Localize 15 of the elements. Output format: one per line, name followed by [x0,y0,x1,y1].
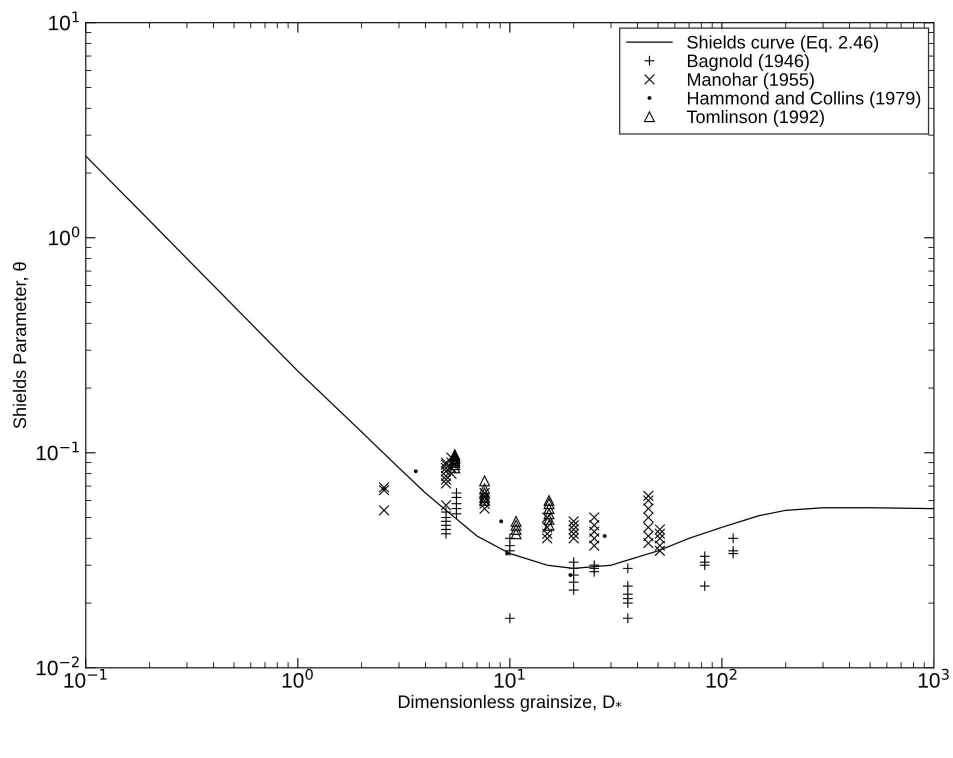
legend-label: Bagnold (1946) [688,54,809,71]
y-tick-label: 10$^{−1}$ [36,442,79,460]
legend-label: Manohar (1955) [688,72,814,90]
y-axis-title: Shields Parameter, θ [12,262,28,428]
y-tick-label: 10$^{1}$ [49,12,79,30]
x-tick-label: 10$^{−1}$ [64,669,106,688]
legend-label: Tomlinson (1992) [686,110,824,127]
x-tick-label: 10$^{1}$ [494,669,524,688]
y-tick-label: 10$^{0}$ [49,226,80,246]
x-axis-title: Dimensionless grainsize, D$_{*}$ [398,694,622,712]
x-tick-label: 10$^{0}$ [282,668,313,688]
x-tick-label: 10$^{3}$ [918,668,949,688]
legend-label: Hammond and Collins (1979) [688,91,920,108]
x-tick-label: 10$^{2}$ [706,668,736,688]
legend-label: Shields curve (Eq. 2.46) [687,35,878,52]
